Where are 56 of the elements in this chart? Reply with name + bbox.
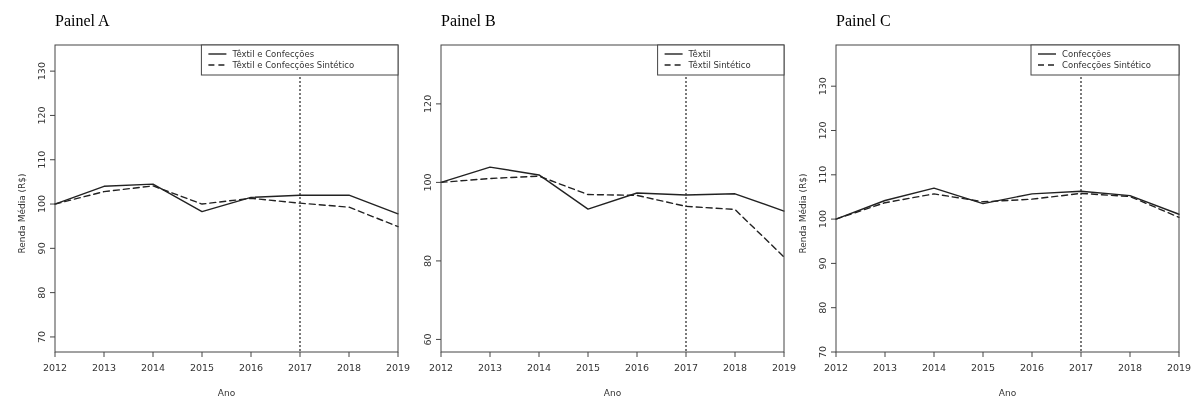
- x-tick-label: 2013: [872, 362, 898, 373]
- y-tick-label: 130: [36, 62, 47, 81]
- y-tick-label: 70: [36, 330, 47, 343]
- chart-title: Painel C: [836, 12, 891, 29]
- x-tick-label: 2015: [970, 362, 996, 373]
- x-axis-title: Ano: [603, 388, 622, 398]
- legend-label: Confecções Sintético: [1062, 60, 1151, 70]
- y-tick-label: 120: [817, 121, 828, 140]
- y-tick-label: 60: [422, 333, 433, 346]
- x-tick-label: 2017: [673, 362, 699, 373]
- y-tick-label: 70: [817, 345, 828, 359]
- y-tick-label: 90: [817, 257, 828, 270]
- y-tick-label: 120: [422, 94, 433, 113]
- y-axis-title: Renda Média (R$): [798, 173, 808, 254]
- legend-label: Têxtil e Confecções Sintético: [231, 60, 355, 70]
- legend-label: Têxtil: [687, 49, 711, 59]
- y-tick-label: 100: [36, 194, 47, 214]
- y-tick-label: 100: [817, 210, 828, 229]
- x-tick-label: 2015: [189, 362, 215, 373]
- x-tick-label: 2018: [1117, 362, 1143, 373]
- x-tick-label: 2012: [428, 362, 454, 373]
- x-tick-label: 2016: [238, 362, 264, 373]
- y-tick-label: 130: [817, 77, 828, 96]
- x-tick-label: 2015: [575, 362, 601, 373]
- x-tick-label: 2012: [42, 362, 68, 373]
- legend-label: Têxtil Sintético: [687, 60, 751, 70]
- y-tick-label: 100: [422, 173, 433, 192]
- x-tick-label: 2017: [287, 362, 313, 373]
- y-tick-label: 80: [36, 286, 47, 299]
- y-tick-label: 110: [817, 165, 828, 184]
- y-tick-label: 80: [817, 301, 828, 314]
- y-tick-label: 110: [36, 150, 47, 169]
- legend-label: Têxtil e Confecções: [231, 49, 315, 59]
- x-tick-label: 2014: [921, 362, 947, 373]
- x-tick-label: 2012: [823, 362, 849, 373]
- x-tick-label: 2017: [1068, 362, 1094, 373]
- y-tick-label: 120: [36, 106, 47, 125]
- y-tick-label: 80: [422, 254, 433, 267]
- y-axis-title: Renda Média (R$): [17, 173, 27, 254]
- x-tick-label: 2016: [624, 362, 650, 373]
- x-tick-label: 2013: [477, 362, 503, 373]
- x-tick-label: 2018: [722, 362, 748, 373]
- x-tick-label: 2018: [336, 362, 362, 373]
- x-tick-label: 2013: [91, 362, 117, 373]
- x-tick-label: 2014: [526, 362, 552, 373]
- chart-title: Painel A: [55, 12, 111, 29]
- y-tick-label: 90: [36, 242, 47, 255]
- x-axis-title: Ano: [998, 388, 1017, 398]
- legend-label: Confecções: [1062, 49, 1112, 59]
- x-tick-label: 2019: [771, 362, 797, 373]
- x-tick-label: 2014: [140, 362, 166, 373]
- chart-title: Painel B: [441, 12, 496, 29]
- x-tick-label: 2019: [1166, 362, 1192, 373]
- x-tick-label: 2019: [385, 362, 411, 373]
- x-tick-label: 2016: [1019, 362, 1045, 373]
- x-axis-title: Ano: [217, 388, 236, 398]
